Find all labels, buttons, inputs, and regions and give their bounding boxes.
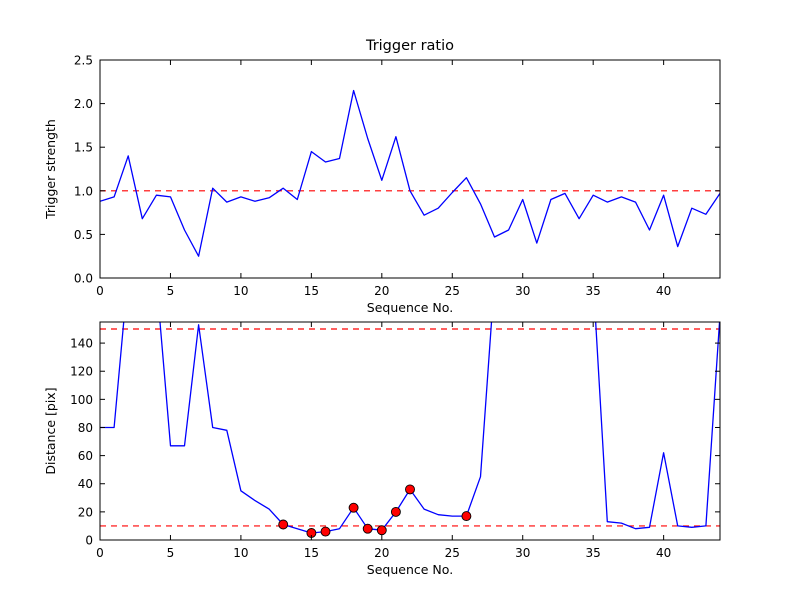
- axes-background: [100, 60, 720, 278]
- x-tick-label: 10: [233, 284, 248, 298]
- y-tick-label: 20: [78, 505, 93, 519]
- event-marker: [461, 511, 472, 522]
- event-marker: [348, 502, 359, 513]
- axes-subplot-1: 0 5 10 15 20 25 30 35 40 0.0 0.5 1.0 1.5 2.0 2.5 Trigge…: [43, 38, 721, 315]
- y-axis-label: Distance [pix]: [43, 387, 58, 474]
- y-tick-label: 100: [70, 393, 93, 407]
- axes-frame: [99, 59, 721, 279]
- x-axis-label: Sequence No.: [367, 300, 453, 315]
- y-tick-label: 40: [78, 477, 93, 491]
- x-tick-label: 35: [586, 284, 601, 298]
- x-tick-label: 25: [445, 284, 460, 298]
- y-tick-label: 0.0: [74, 272, 93, 286]
- x-tick-label: 15: [304, 284, 319, 298]
- y-tick-label: 1.5: [74, 141, 93, 155]
- chart-title: Trigger ratio: [365, 38, 454, 54]
- x-tick-label: 30: [515, 546, 530, 560]
- y-tick-label: 80: [78, 421, 93, 435]
- x-tick-label: 20: [374, 284, 389, 298]
- event-marker: [390, 506, 401, 517]
- event-marker: [376, 525, 387, 536]
- axes-background: [100, 322, 720, 540]
- axes-frame: [99, 321, 721, 541]
- x-tick-label: 40: [656, 546, 671, 560]
- event-marker: [362, 523, 373, 534]
- axes-subplot-2: 0 5 10 15 20 25 30 35 40 0 20 40 60 80 100 120 140 Sequen…: [43, 321, 721, 577]
- x-tick-label: 10: [233, 546, 248, 560]
- y-tick-label: 1.0: [74, 184, 93, 198]
- x-tick-label: 0: [96, 546, 104, 560]
- x-tick-label: 30: [515, 284, 530, 298]
- x-tick-label: 15: [304, 546, 319, 560]
- y-tick-label: 140: [70, 337, 93, 351]
- x-tick-label: 20: [374, 546, 389, 560]
- y-tick-label: 60: [78, 449, 93, 463]
- x-axis-label: Sequence No.: [367, 562, 453, 577]
- x-tick-label: 0: [96, 284, 104, 298]
- x-tick-label: 40: [656, 284, 671, 298]
- y-tick-label: 120: [70, 365, 93, 379]
- event-marker: [278, 519, 289, 530]
- y-tick-label: 2.0: [74, 97, 93, 111]
- y-tick-label: 2.5: [74, 54, 93, 68]
- x-tick-label: 25: [445, 546, 460, 560]
- series-line-trigger-strength: [100, 89, 720, 257]
- y-axis-label: Trigger strength: [43, 119, 58, 220]
- x-tick-label: 5: [167, 546, 175, 560]
- y-tick-label: 0.5: [74, 228, 93, 242]
- event-marker: [405, 484, 415, 495]
- event-marker: [320, 526, 331, 537]
- y-tick-label: 0: [85, 534, 93, 548]
- x-tick-label: 35: [586, 546, 601, 560]
- x-tick-label: 5: [167, 284, 175, 298]
